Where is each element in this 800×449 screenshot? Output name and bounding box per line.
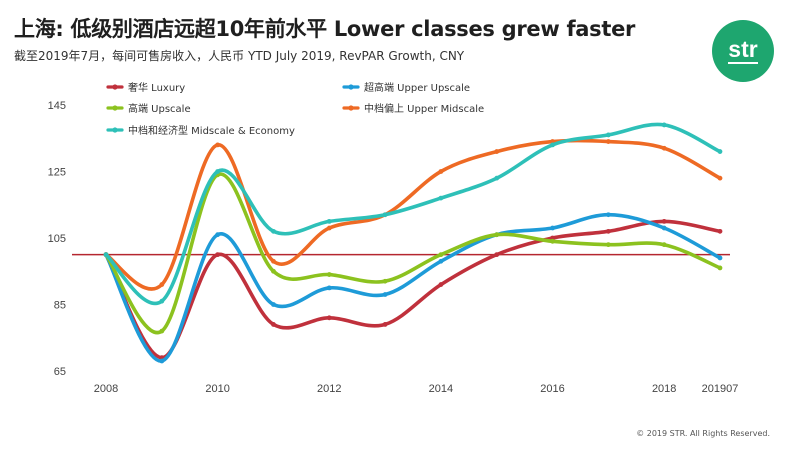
legend-marker [112,105,118,111]
data-point [605,139,611,144]
x-tick-label: 2018 [652,383,676,395]
data-point [271,268,276,274]
data-point [159,328,165,334]
data-point [215,232,221,238]
data-point [550,142,555,148]
data-point [717,175,723,181]
y-tick-label: 125 [48,167,66,179]
page-title: 上海: 低级别酒店远超10年前水平 Lower classes grew fas… [14,17,636,41]
series-line [104,219,722,360]
x-tick-label: 2014 [429,383,453,395]
legend-label: 中档偏上 Upper Midscale [364,102,484,115]
data-point [717,149,723,154]
legend-marker [348,105,354,111]
legend-label: 高端 Upscale [128,102,191,115]
legend-label: 中档和经济型 Midscale & Economy [128,124,295,137]
data-point [438,258,444,264]
legend-marker [112,127,118,133]
series-0 [103,218,723,361]
data-point [605,132,611,138]
data-point [605,242,611,248]
data-point [550,225,555,231]
data-point [159,282,165,287]
data-point [271,322,276,327]
series-group [103,122,723,364]
legend-label: 奢华 Luxury [128,81,185,94]
data-point [661,225,667,231]
data-point [717,255,723,261]
data-point [215,142,221,148]
data-point [382,322,388,327]
data-point [550,238,555,244]
legend-item: 高端 Upscale [106,102,191,115]
y-axis: 65 85 105 125 145 [48,100,66,378]
data-point [159,298,165,304]
data-point [661,122,667,128]
data-point [271,258,276,264]
chart-legend: 奢华 Luxury 超高端 Upper Upscale 高端 Upscale 中档偏上… [106,81,484,137]
x-tick-label: 2016 [540,383,564,395]
y-tick-label: 105 [48,233,66,245]
series-4 [103,122,723,306]
data-point [438,195,444,201]
str-logo: str [712,20,774,82]
data-point [326,225,332,231]
data-point [215,169,221,174]
data-point [661,218,667,224]
y-tick-label: 145 [48,100,66,112]
data-point [661,242,667,248]
y-tick-label: 65 [54,366,66,378]
data-point [494,232,500,238]
data-point [382,212,388,218]
y-tick-label: 85 [54,300,66,312]
data-point [103,252,109,258]
x-axis: 2008 2010 2012 2014 2016 2018 201907 [94,383,739,395]
x-tick-label: 2012 [317,383,341,395]
data-point [326,272,332,277]
data-point [494,252,500,258]
legend-item: 奢华 Luxury [106,81,185,94]
data-point [717,265,723,271]
data-point [494,149,500,154]
legend-item: 超高端 Upper Upscale [342,81,470,94]
legend-item: 中档偏上 Upper Midscale [342,102,484,115]
legend-marker [348,84,354,90]
data-point [159,358,165,364]
x-tick-label: 201907 [702,383,739,395]
data-point [438,282,444,287]
str-logo-text: str [728,36,758,64]
data-point [438,169,444,174]
x-tick-label: 2010 [205,383,229,395]
data-point [215,252,221,258]
series-2 [103,172,723,335]
data-point [605,228,611,234]
data-point [271,302,276,307]
data-point [605,212,611,218]
data-point [326,315,332,321]
data-point [271,228,276,234]
data-point [550,235,555,241]
data-point [438,252,444,258]
data-point [494,175,500,181]
legend-item: 中档和经济型 Midscale & Economy [106,124,295,137]
data-point [382,278,388,284]
data-point [326,218,332,224]
data-point [326,285,332,291]
copyright-notice: © 2019 STR. All Rights Reserved. [636,429,770,438]
data-point [661,145,667,151]
page-subtitle: 截至2019年7月，每间可售房收入，人民币 YTD July 2019, Rev… [14,49,465,63]
legend-label: 超高端 Upper Upscale [364,81,470,94]
data-point [717,228,723,234]
x-tick-label: 2008 [94,383,118,395]
legend-marker [112,84,118,90]
data-point [382,292,388,297]
